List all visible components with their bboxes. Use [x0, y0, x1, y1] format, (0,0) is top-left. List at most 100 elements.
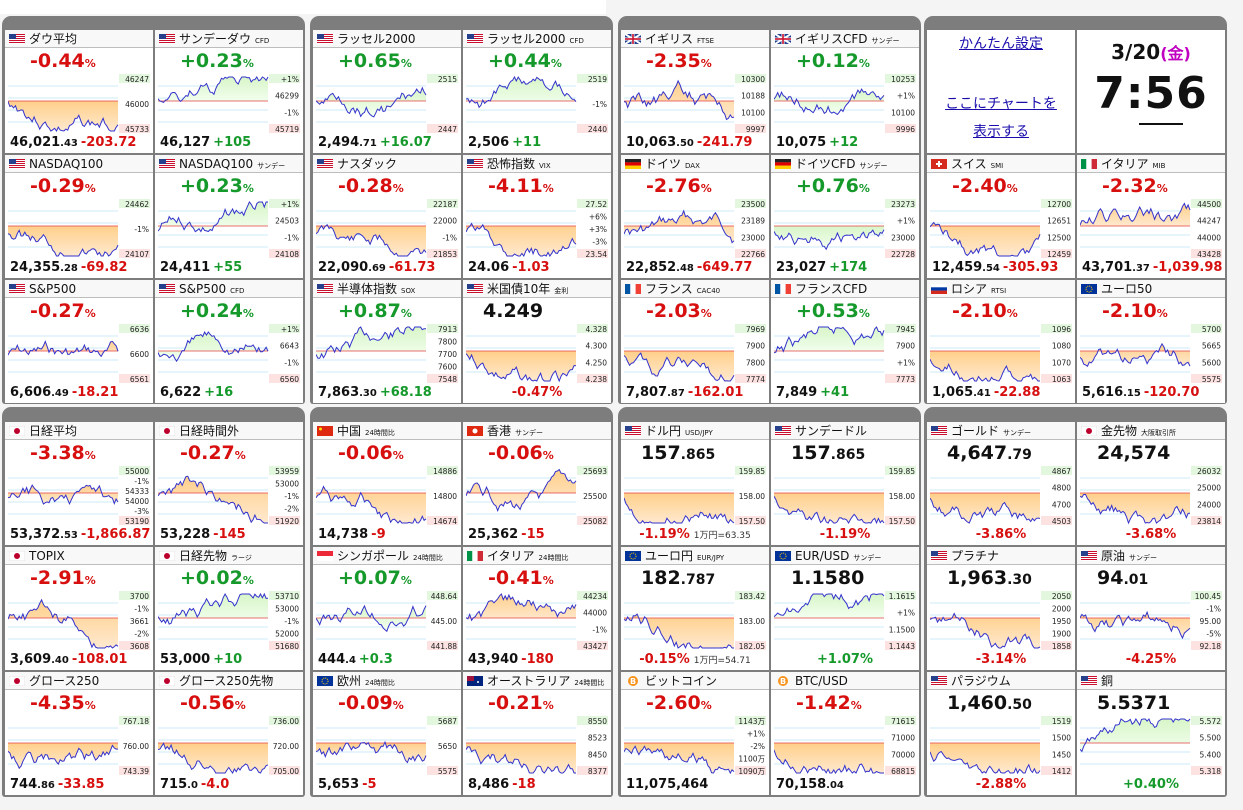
us-flag-icon: [317, 159, 333, 169]
tile-name-text: シンガポール: [337, 549, 410, 563]
axis-tick-label: -1%: [284, 492, 299, 501]
market-tile[interactable]: 日経平均 -3.38% 55000 -1% 54333 54000 -3% 53190 53,3…: [5, 422, 153, 545]
change-value: -0.47%: [511, 385, 563, 400]
market-tile[interactable]: サンデードル 157.865 159.85 158.00 157.50 -1.19%: [771, 422, 919, 545]
market-tile[interactable]: プラチナ 1,963.30 2050 2000 1950 1900 1858 -3.14%: [927, 547, 1075, 670]
market-tile[interactable]: イタリア 24時間比 -0.41% 44234 44000 -1% 43427 43,940-…: [463, 547, 611, 670]
axis-tick-label: 9996: [896, 125, 915, 134]
weekday-label: (金): [1160, 44, 1191, 63]
market-tile[interactable]: パラジウム 1,460.50 1519 1500 1450 1412 -2.88%: [927, 672, 1075, 795]
axis-tick-label: 1900: [1052, 630, 1071, 639]
market-tile[interactable]: ダウ平均 -0.44% 46247 46000 45733 46,021.43 -203.7…: [5, 30, 153, 153]
market-tile[interactable]: イタリア MIB -2.32% 44500 44247 44000 43428 43,701.…: [1077, 155, 1225, 278]
market-tile[interactable]: ゴールド サンデー 4,647.79 4867 4800 4700 4503 -3.86%: [927, 422, 1075, 545]
axis-tick-label: 23189: [741, 217, 765, 226]
market-tile[interactable]: ラッセル2000 +0.65% 2515 2447 2,494.71 +16.07: [313, 30, 461, 153]
tile-name-text: S&P500: [179, 282, 227, 296]
tile-name: フランスCFD: [795, 280, 867, 298]
market-tile[interactable]: スイス SMI -2.40% 12700 12651 12500 12459 12,459.5…: [927, 155, 1075, 278]
tile-headline: -2.35%: [646, 49, 712, 76]
tile-header: ラッセル2000 CFD: [463, 30, 611, 48]
market-tile[interactable]: 香港 サンデー -0.06% 25693 25500 25082 25,362 -15: [463, 422, 611, 545]
axis-tick-label: 4867: [1052, 467, 1071, 476]
us-flag-icon: [317, 34, 333, 44]
change-value: -1.19%: [819, 527, 871, 542]
tile-name: 恐怖指数 VIX: [487, 155, 551, 175]
market-tile[interactable]: 欧州 24時間比 -0.09% 5687 5650 5575 5,653 -5: [313, 672, 461, 795]
show-chart-here-link[interactable]: ここにチャートを 表示する: [927, 90, 1075, 146]
tile-header: ナスダック: [313, 155, 461, 173]
market-tile[interactable]: シンガポール 24時間比 +0.07% 448.64 445.00 441.88 444.4…: [313, 547, 461, 670]
easy-settings-link[interactable]: かんたん設定: [959, 36, 1043, 52]
axis-tick-label: 46000: [125, 100, 149, 109]
market-tile[interactable]: 原油 サンデー 94.01 100.45 -1% 95.00 -5% 92.18 -4.25%: [1077, 547, 1225, 670]
tile-header: 米国債10年 金利: [463, 280, 611, 298]
headline-value: 157: [641, 442, 681, 464]
price-decimal: .50: [676, 138, 694, 149]
market-tile[interactable]: フランス CAC40 -2.03% 7969 7900 7800 7774 7,807.87-…: [621, 280, 769, 403]
market-tile[interactable]: S&P500 CFD +0.24% +1% 6643 -1% 6560 6,622 +16: [155, 280, 303, 403]
market-tile[interactable]: TOPIX -2.91% 3700 -1% 3661 -2% 3608 3,609.40 -10…: [5, 547, 153, 670]
price-value: 53,372: [10, 527, 61, 542]
market-tile[interactable]: ドイツ DAX -2.76% 23500 23189 23000 22766 22,852.4…: [621, 155, 769, 278]
change-value: -2.88%: [975, 777, 1027, 792]
market-tile[interactable]: 日経時間外 -0.27% 53959 53000 -1% -2% 51920 53,228 -1…: [155, 422, 303, 545]
tile-header: ラッセル2000: [313, 30, 461, 48]
tile-footer: 2,506 +11: [468, 134, 541, 151]
market-tile[interactable]: 日経先物 ラージ +0.02% 53710 53000 -1% 52000 51680 53,0…: [155, 547, 303, 670]
axis-tick-label: 43427: [583, 642, 607, 651]
tile-headline: 157.865: [641, 441, 715, 467]
market-tile[interactable]: イギリスCFD サンデー +0.12% 10253 +1% 10100 9996 10,075…: [771, 30, 919, 153]
axis-tick-label: 7969: [746, 325, 765, 334]
market-tile[interactable]: ラッセル2000 CFD +0.44% 2519 -1% 2440 2,506 +11: [463, 30, 611, 153]
headline-value: -0.29: [30, 175, 85, 197]
change-value: -1,866.87: [80, 527, 151, 542]
market-tile[interactable]: NASDAQ100 サンデー +0.23% +1% 24503 -1% 24108 24,41…: [155, 155, 303, 278]
us-flag-icon: [159, 34, 175, 44]
market-tile[interactable]: ロシア RTSI -2.10% 1096 1080 1070 1063 1,065.41 -22…: [927, 280, 1075, 403]
chart-link-line1[interactable]: ここにチャートを: [945, 96, 1057, 112]
market-tile[interactable]: グロース250先物 -0.56% 736.00 720.00 705.00 715.0 -4…: [155, 672, 303, 795]
tile-name: TOPIX: [29, 547, 65, 565]
market-tile[interactable]: サンデーダウ CFD +0.23% +1% 46299 -1% 45719 46,127 +10…: [155, 30, 303, 153]
market-tile[interactable]: ユーロ50 -2.10% 5700 5665 5600 5575 5,616.15 -120.…: [1077, 280, 1225, 403]
market-tile[interactable]: 中国 24時間比 -0.06% 14886 14800 14674 14,738 -9: [313, 422, 461, 545]
market-tile[interactable]: ドル円 USD/JPY 157.865 159.85 158.00 157.50 -1.19…: [621, 422, 769, 545]
axis-tick-label: 53959: [275, 467, 299, 476]
market-tile[interactable]: フランスCFD +0.53% 7945 7900 +1% 7773 7,849 +41: [771, 280, 919, 403]
market-tile[interactable]: NASDAQ100 -0.29% 24462 -1% 24107 24,355.28 -69…: [5, 155, 153, 278]
market-tile[interactable]: S&P500 -0.27% 6636 6600 6561 6,606.49 -18.21: [5, 280, 153, 403]
market-tile[interactable]: 米国債10年 金利 4.249 4.328 4.300 4.250 4.238 -0.47%: [463, 280, 611, 403]
price-value: 10,075: [776, 135, 827, 150]
market-tile[interactable]: 金先物 大阪取引所 24,574 26032 25000 24000 23814 -3.68%: [1077, 422, 1225, 545]
headline-unit: %: [542, 699, 554, 712]
tile-footer: +1.07%: [771, 651, 919, 668]
tile-header: ドイツ DAX: [621, 155, 769, 173]
tile-headline: +0.12%: [796, 49, 870, 76]
chart-link-line2[interactable]: 表示する: [973, 124, 1029, 140]
market-tile[interactable]: EUR/USD サンデー 1.1580 1.1615 +1% 1.1500 1.1443 +1…: [771, 547, 919, 670]
tile-subtitle: CFD: [230, 287, 245, 295]
tile-name-text: BTC/USD: [795, 674, 848, 688]
market-tile[interactable]: ドイツCFD サンデー +0.76% 23273 +1% 23000 22728 23,027…: [771, 155, 919, 278]
market-tile[interactable]: 半導体指数 SOX +0.87% 7913 7800 7700 7600 7548 7,863.…: [313, 280, 461, 403]
price-decimal: .86: [37, 780, 55, 791]
market-tile[interactable]: オーストラリア 24時間比 -0.21% 8550 8523 8450 8377 8,486-…: [463, 672, 611, 795]
tile-subtitle: DAX: [685, 162, 700, 170]
market-tile[interactable]: 銅 5.5371 5.572 5.500 5.400 5.318 +0.40%: [1077, 672, 1225, 795]
uk-flag-icon: [775, 34, 791, 44]
market-tile[interactable]: グロース250 -4.35% 767.18 760.00 743.39 744.86 -33…: [5, 672, 153, 795]
market-tile[interactable]: ナスダック -0.28% 22187 22000 -1% 21853 22,090.69 -6…: [313, 155, 461, 278]
market-tile[interactable]: 恐怖指数 VIX -4.11% 27.52 +6% +3% -3% 23.54 24.06 -1.…: [463, 155, 611, 278]
tile-footer: 10,063.50 -241.79: [626, 134, 752, 152]
us-flag-icon: [159, 159, 175, 169]
market-tile[interactable]: イギリス FTSE -2.35% 10300 10188 10100 9997 10,063.…: [621, 30, 769, 153]
market-tile[interactable]: ユーロ円 EUR/JPY 182.787 183.42 183.00 182.05 -0.1…: [621, 547, 769, 670]
price-value: 12,459: [932, 260, 983, 275]
axis-tick-label: 10188: [741, 92, 765, 101]
market-tile[interactable]: B BTC/USD -1.42% 71615 71000 70000 68815 70,158…: [771, 672, 919, 795]
axis-tick-label: 448.64: [431, 592, 457, 601]
tile-subtitle: MIB: [1152, 162, 1166, 170]
headline-value: -2.03: [646, 300, 701, 322]
market-tile[interactable]: B ビットコイン -2.60% 1143万 +1% -2% 1100万 1090万 11,075…: [621, 672, 769, 795]
